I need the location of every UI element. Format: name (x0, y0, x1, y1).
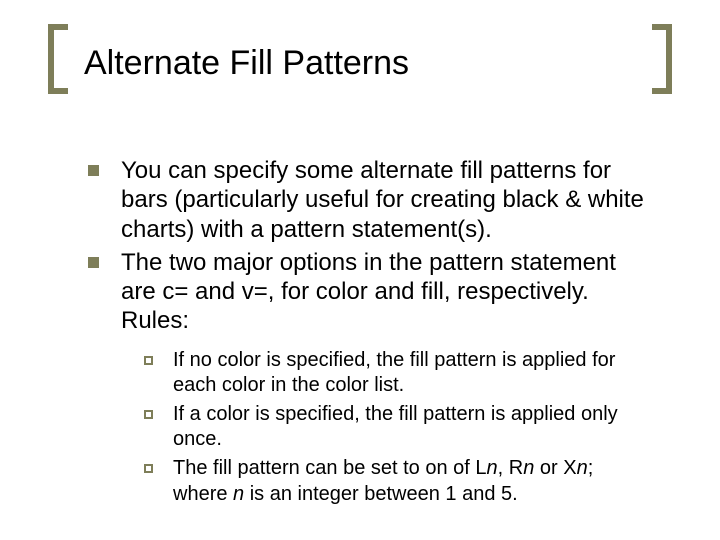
sub-bullet-list: If no color is specified, the fill patte… (88, 348, 652, 507)
bracket-right-icon (652, 24, 672, 94)
bullet-item: You can specify some alternate fill patt… (88, 156, 652, 244)
sub-bullet-item: If a color is specified, the fill patter… (144, 402, 652, 452)
square-bullet-icon (88, 165, 99, 176)
title-row: Alternate Fill Patterns (48, 40, 672, 110)
slide-content: You can specify some alternate fill patt… (48, 156, 672, 507)
italic-n: n (487, 457, 498, 479)
slide-title: Alternate Fill Patterns (48, 40, 672, 83)
sub-bullet-text: The fill pattern can be set to on of Ln,… (173, 456, 652, 506)
hollow-square-bullet-icon (144, 356, 153, 365)
text-run: is an integer between 1 and 5. (244, 483, 518, 505)
sub-bullet-text: If a color is specified, the fill patter… (173, 402, 652, 452)
bullet-text: The two major options in the pattern sta… (121, 248, 652, 336)
italic-n: n (523, 457, 534, 479)
text-run: The fill pattern can be set to on of L (173, 457, 487, 479)
italic-n: n (577, 457, 588, 479)
hollow-square-bullet-icon (144, 464, 153, 473)
sub-bullet-item: If no color is specified, the fill patte… (144, 348, 652, 398)
bullet-text: You can specify some alternate fill patt… (121, 156, 652, 244)
bullet-item: The two major options in the pattern sta… (88, 248, 652, 336)
sub-bullet-item: The fill pattern can be set to on of Ln,… (144, 456, 652, 506)
bracket-left-icon (48, 24, 68, 94)
sub-bullet-text: If no color is specified, the fill patte… (173, 348, 652, 398)
slide: Alternate Fill Patterns You can specify … (0, 0, 720, 540)
text-run: or X (534, 457, 576, 479)
italic-n: n (233, 483, 244, 505)
square-bullet-icon (88, 257, 99, 268)
text-run: , R (498, 457, 524, 479)
hollow-square-bullet-icon (144, 410, 153, 419)
